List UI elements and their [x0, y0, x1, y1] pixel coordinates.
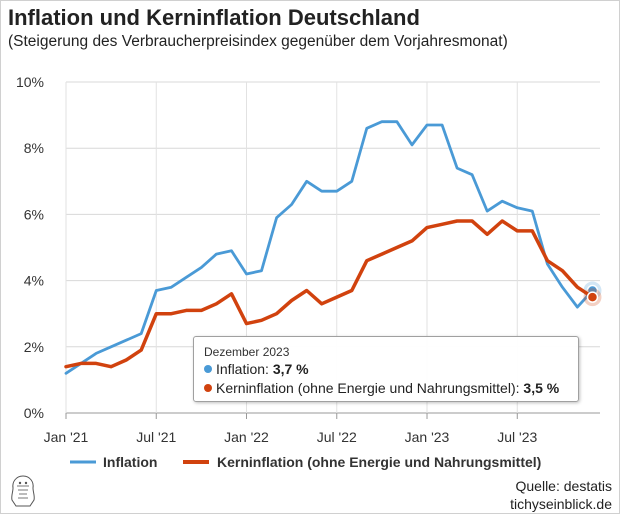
- inflation-dot-icon: [204, 365, 212, 373]
- x-axis: Jan '21 Jul '21 Jan '22 Jul '22 Jan '23 Jul '…: [44, 413, 537, 445]
- tooltip-label-inflation: Inflation:: [216, 361, 269, 377]
- x-tick-label: Jan '23: [405, 429, 450, 445]
- chart-subtitle: (Steigerung des Verbraucherpreisindex ge…: [8, 33, 508, 50]
- tooltip-row-kerninflation: Kerninflation (ohne Energie und Nahrungs…: [204, 380, 559, 396]
- series-line-inflation[interactable]: [64, 120, 594, 375]
- source-note: Quelle: destatis tichyseinblick.de: [510, 477, 612, 513]
- legend-label-inflation[interactable]: Inflation: [103, 454, 157, 470]
- series-line-kerninflation[interactable]: [64, 219, 595, 369]
- kerninflation-dot-icon: [204, 384, 212, 392]
- chart-title: Inflation und Kerninflation Deutschland: [8, 5, 420, 30]
- y-tick-label: 4%: [24, 273, 44, 289]
- x-tick-label: Jan '22: [224, 429, 269, 445]
- x-tick-label: Jul '21: [136, 429, 176, 445]
- x-tick-label: Jul '23: [497, 429, 537, 445]
- y-tick-label: 6%: [24, 206, 44, 222]
- grid: [65, 81, 600, 414]
- y-tick-label: 10%: [16, 74, 44, 90]
- tooltip: Dezember 2023 Inflation: 3,7 % Kerninfla…: [193, 336, 579, 402]
- y-axis: 0% 2% 4% 6% 8% 10%: [16, 74, 44, 421]
- site-line: tichyseinblick.de: [510, 496, 612, 512]
- tooltip-row-inflation: Inflation: 3,7 %: [204, 361, 309, 377]
- source-line: Quelle: destatis: [515, 478, 613, 494]
- plot-area[interactable]: [64, 120, 602, 375]
- tooltip-value-kerninflation: 3,5 %: [523, 380, 560, 396]
- y-tick-label: 0%: [24, 405, 44, 421]
- legend: Inflation Kerninflation (ohne Energie und…: [70, 454, 541, 470]
- tooltip-header: Dezember 2023: [204, 345, 290, 359]
- legend-label-kerninflation[interactable]: Kerninflation (ohne Energie und Nahrungs…: [217, 454, 541, 470]
- data-point-kerninflation[interactable]: [586, 291, 599, 303]
- tichyseinblick-logo-icon: [11, 475, 35, 507]
- x-tick-label: Jan '21: [44, 429, 89, 445]
- y-tick-label: 2%: [24, 339, 44, 355]
- y-tick-label: 8%: [24, 140, 44, 156]
- tooltip-label-kerninflation: Kerninflation (ohne Energie und Nahrungs…: [216, 380, 520, 396]
- x-tick-label: Jul '22: [317, 429, 357, 445]
- tooltip-value-inflation: 3,7 %: [272, 361, 309, 377]
